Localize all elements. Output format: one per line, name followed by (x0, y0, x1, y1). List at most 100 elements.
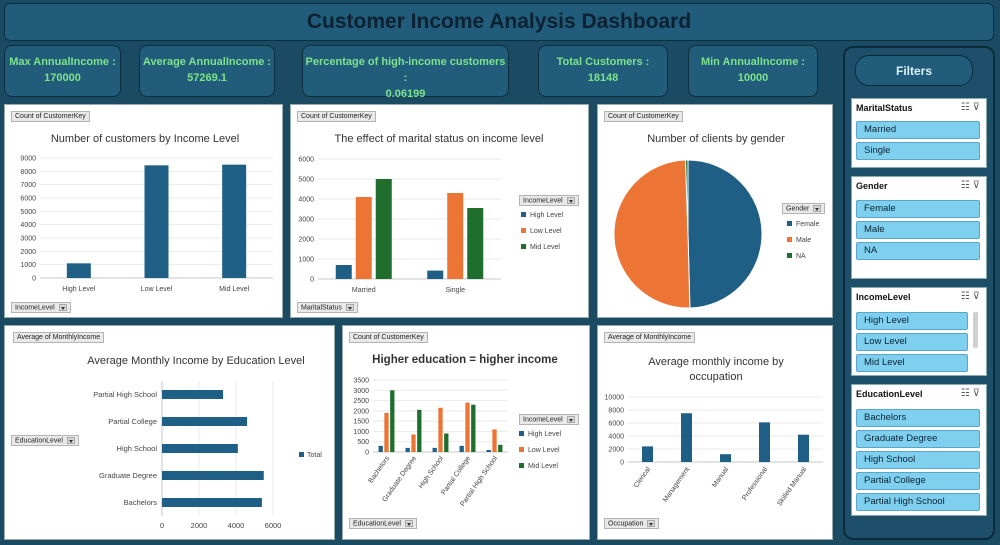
slicer-item[interactable]: Partial College (856, 472, 980, 490)
chevron-down-icon[interactable] (566, 416, 575, 423)
slicer-item[interactable]: Bachelors (856, 409, 980, 427)
bar (144, 165, 169, 278)
chart-title: occupation (689, 371, 742, 383)
bar (492, 429, 497, 452)
x-tick-label: Professional (741, 466, 769, 502)
row-field-button[interactable]: IncomeLevel (11, 302, 71, 313)
bar (432, 447, 437, 452)
legend-swatch (787, 221, 792, 226)
slicer-item[interactable]: Single (856, 142, 980, 160)
legend-label: Female (796, 221, 819, 228)
slicer-item[interactable]: Married (856, 121, 980, 139)
multi-select-icon[interactable]: ☷ (960, 102, 970, 113)
y-tick-label: 9000 (20, 156, 36, 163)
filters-button[interactable]: Filters (855, 55, 973, 86)
bar (759, 422, 770, 462)
bar (375, 179, 392, 279)
value-field-button[interactable]: Count of CustomerKey (11, 111, 90, 122)
y-tick-label: 6000 (298, 157, 314, 164)
slicer-item[interactable]: NA (856, 242, 980, 260)
slicer-item[interactable]: High Level (856, 312, 968, 330)
bar (447, 193, 464, 279)
value-field-button[interactable]: Count of CustomerKey (604, 111, 683, 122)
value-field-button[interactable]: Average of MonthlyIncome (13, 332, 105, 343)
slicer-item[interactable]: Low Level (856, 333, 968, 351)
kpi-value: 57269.1 (187, 72, 227, 84)
clear-filter-icon[interactable]: ⊽ (972, 291, 980, 302)
x-tick-label: Married (352, 287, 376, 294)
y-tick-label: 2000 (298, 237, 314, 244)
x-tick-label: 2000 (191, 521, 208, 530)
value-field-button[interactable]: Count of CustomerKey (297, 111, 376, 122)
clear-filter-icon[interactable]: ⊽ (972, 388, 980, 399)
slicer-item[interactable]: Graduate Degree (856, 430, 980, 448)
y-tick-label: 6000 (20, 196, 36, 203)
y-tick-label: High School (117, 444, 158, 453)
bar (162, 498, 262, 507)
chevron-down-icon[interactable] (566, 197, 575, 204)
slicer-item[interactable]: Mid Level (856, 354, 968, 372)
y-tick-label: Partial College (108, 417, 157, 426)
value-field-button[interactable]: Average of MonthlyIncome (604, 332, 696, 343)
slicer-item[interactable]: Male (856, 221, 980, 239)
x-tick-label: Skilled Manual (776, 466, 808, 508)
clear-filter-icon[interactable]: ⊽ (972, 180, 980, 191)
row-field-button[interactable]: Occupation (604, 518, 660, 529)
row-field-button[interactable]: EducationLevel (11, 435, 79, 446)
chevron-down-icon[interactable] (813, 205, 822, 212)
y-tick-label: 0 (32, 276, 36, 283)
row-field-button[interactable]: EducationLevel (349, 518, 417, 529)
chevron-down-icon[interactable] (66, 437, 75, 444)
slicer-item[interactable]: High School (856, 451, 980, 469)
bar (162, 444, 238, 453)
bar (438, 407, 443, 452)
legend-label: High Level (530, 212, 564, 219)
x-tick-label: Partial College (440, 455, 472, 496)
y-tick-label: 3500 (353, 378, 369, 385)
x-tick-label: High Level (62, 286, 96, 293)
bar (459, 445, 464, 452)
slicer-title: EducationLevel (856, 389, 923, 399)
slicer-item[interactable]: Female (856, 200, 980, 218)
slicer-item[interactable]: Partial High School (856, 493, 980, 511)
bar (411, 434, 416, 452)
chart-card-education-income-level: Higher education = higher income 0 500 1000… (342, 325, 590, 540)
bar (465, 402, 470, 452)
y-tick-label: Bachelors (124, 498, 158, 507)
slicer-scrollbar[interactable] (973, 312, 978, 348)
x-tick-label: High School (418, 455, 446, 490)
legend-field-button[interactable]: Gender (782, 203, 826, 214)
chart-title: Average Monthly Income by Education Leve… (87, 355, 304, 367)
legend-swatch (521, 244, 526, 249)
bar (417, 409, 422, 452)
chevron-down-icon[interactable] (647, 520, 656, 527)
kpi-min-income: Min AnnualIncome : 10000 (688, 45, 818, 97)
y-tick-label: 8000 (608, 408, 624, 415)
chevron-down-icon[interactable] (58, 304, 67, 311)
bar (486, 449, 491, 452)
chevron-down-icon[interactable] (404, 520, 413, 527)
multi-select-icon[interactable]: ☷ (960, 180, 970, 191)
x-tick-label: Single (446, 287, 466, 294)
x-tick-label: Management (662, 466, 691, 504)
value-field-button[interactable]: Count of CustomerKey (349, 332, 428, 343)
bar (66, 263, 91, 278)
chevron-down-icon[interactable] (345, 304, 354, 311)
x-tick-label: 0 (160, 521, 164, 530)
dashboard-title: Customer Income Analysis Dashboard (306, 10, 692, 33)
clear-filter-icon[interactable]: ⊽ (972, 102, 980, 113)
multi-select-icon[interactable]: ☷ (960, 388, 970, 399)
multi-select-icon[interactable]: ☷ (960, 291, 970, 302)
filters-label: Filters (895, 63, 932, 78)
y-tick-label: 2000 (353, 408, 369, 415)
legend-label: Low Level (530, 228, 562, 235)
bar (798, 434, 809, 462)
legend-field-button[interactable]: IncomeLevel (519, 414, 579, 425)
pie-slice (687, 159, 763, 309)
x-tick-label: Mid Level (219, 286, 249, 293)
kpi-label: Total Customers : (556, 56, 650, 68)
y-tick-label: 0 (620, 460, 624, 467)
row-field-button[interactable]: MaritalStatus (297, 302, 358, 313)
legend-field-button[interactable]: IncomeLevel (519, 195, 579, 206)
chart-title: Average monthly income by (648, 356, 784, 368)
